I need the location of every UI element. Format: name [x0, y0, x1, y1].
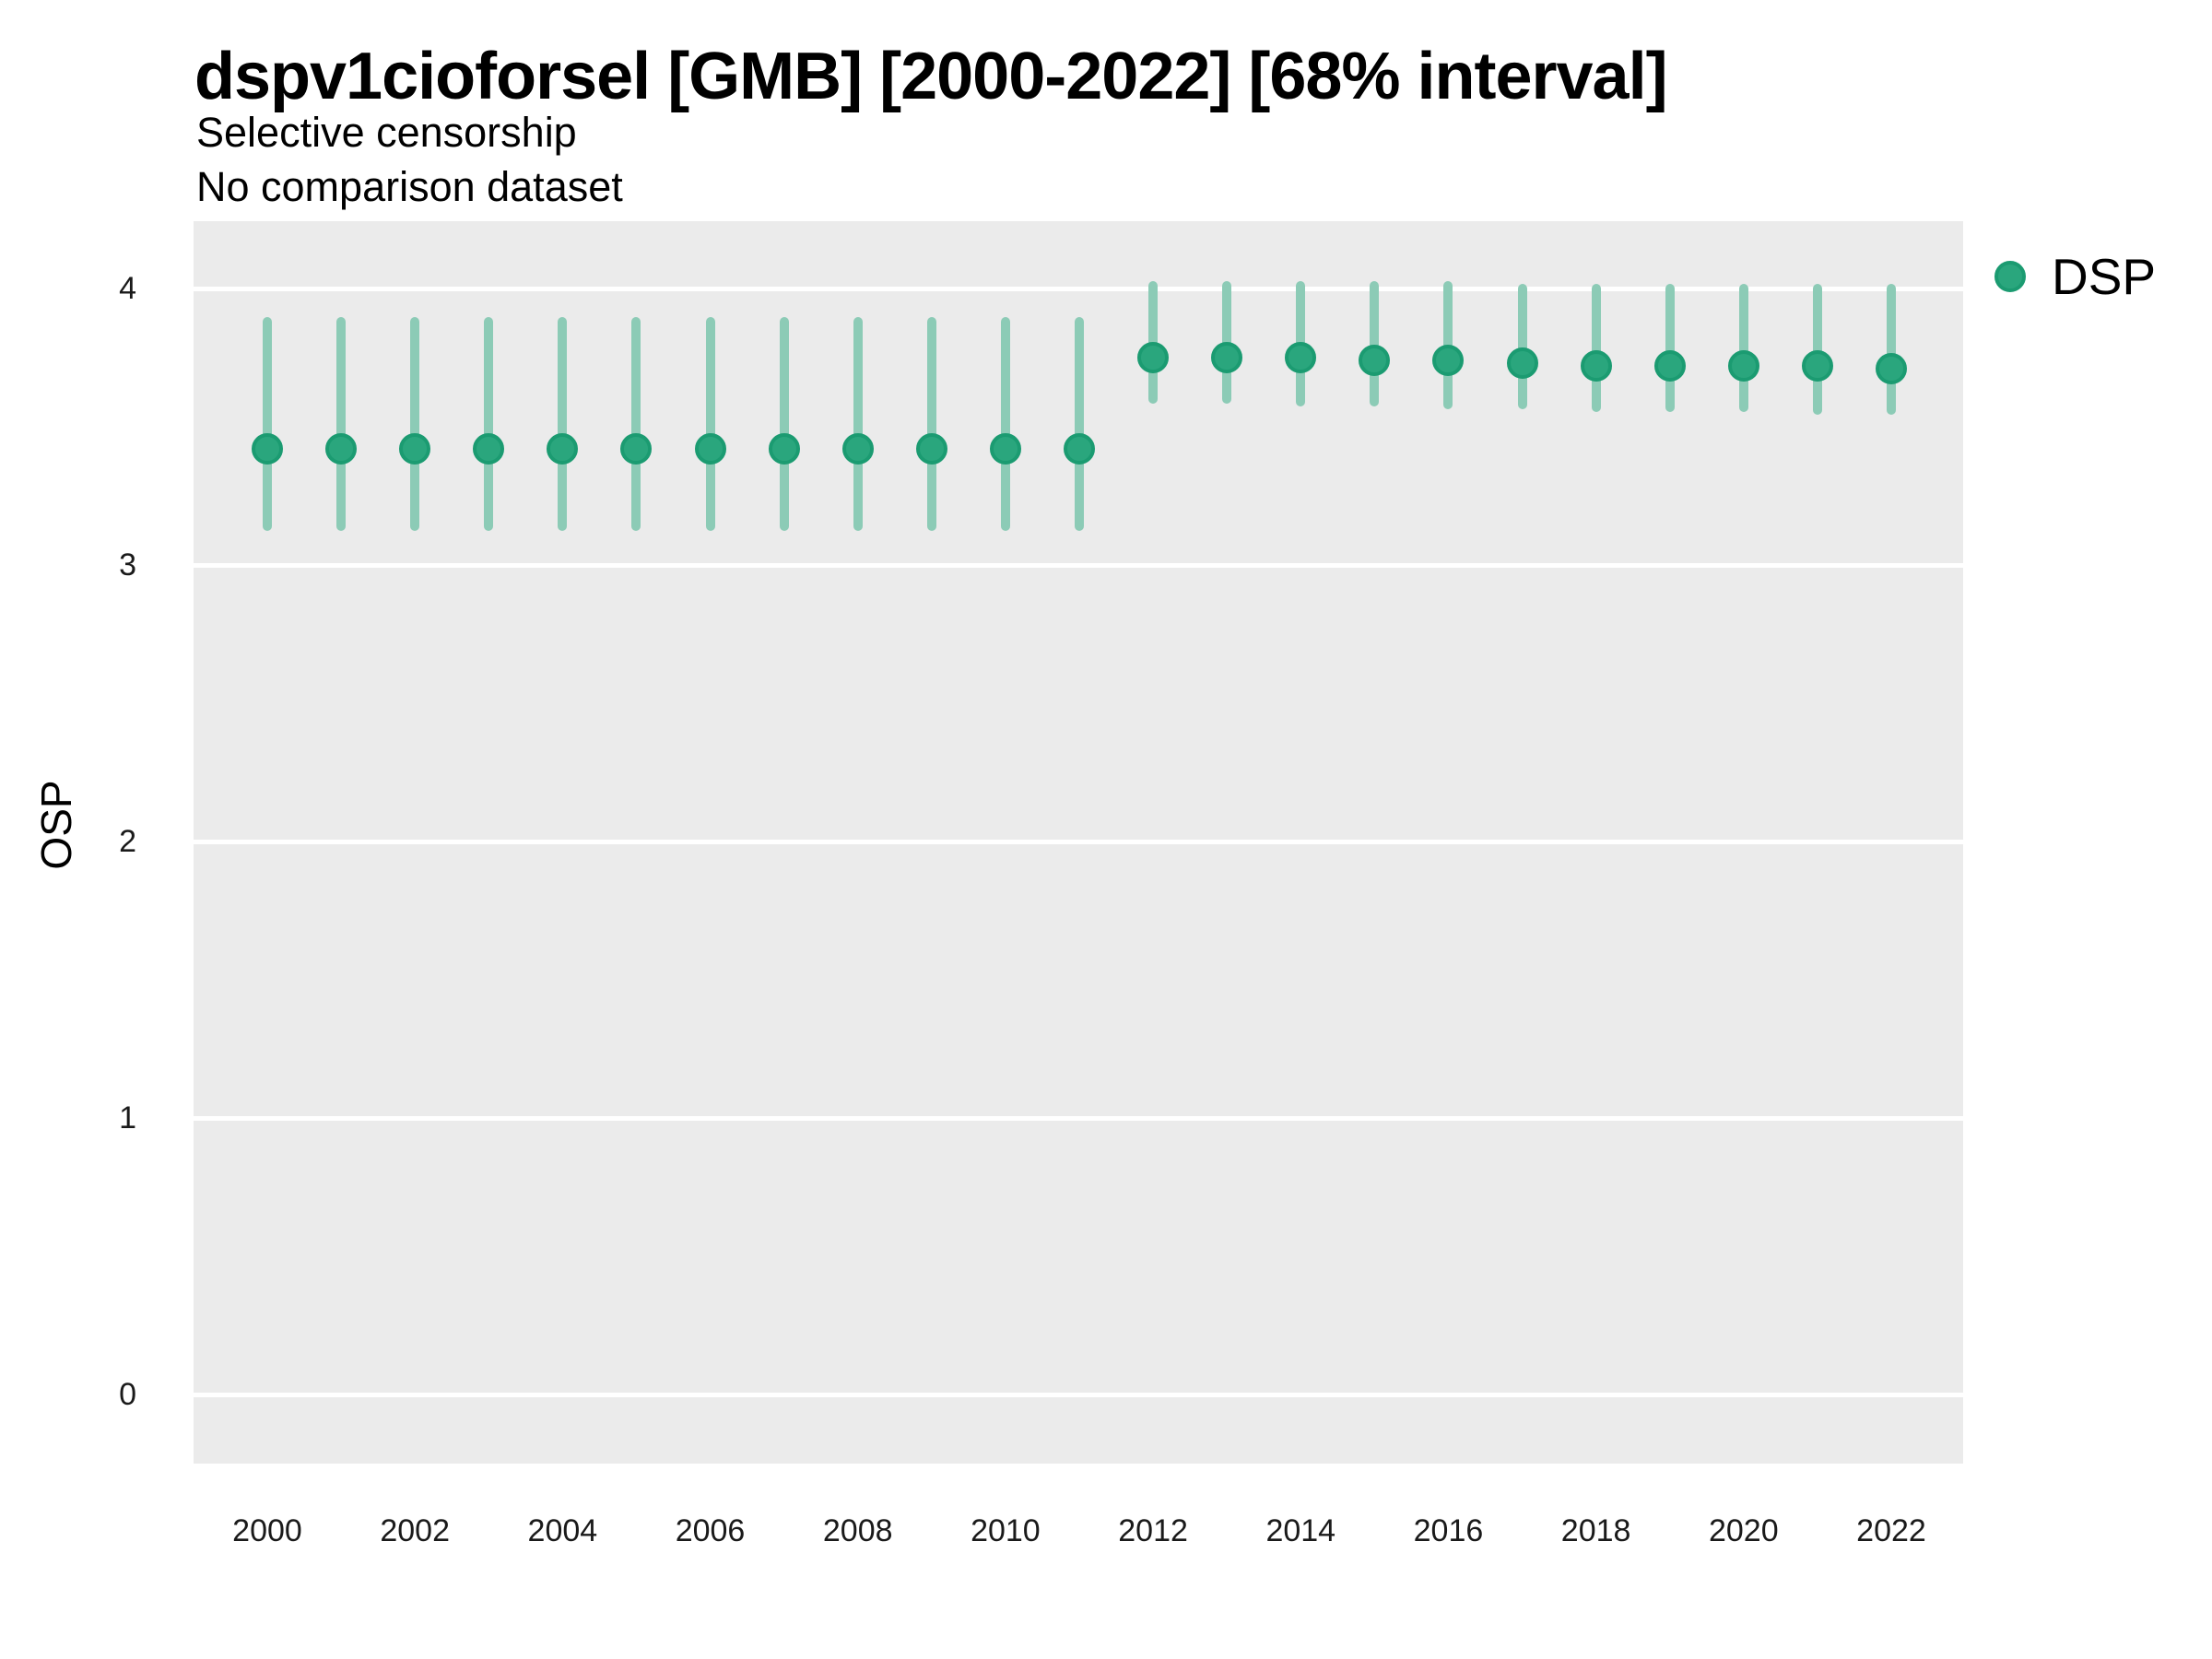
x-tick-label-2012: 2012 [1118, 1513, 1188, 1548]
point-2004 [547, 433, 579, 465]
interval-2006 [705, 317, 715, 531]
plot-panel [194, 221, 1963, 1464]
y-tick-label-4: 4 [119, 271, 136, 306]
y-tick-label-2: 2 [119, 824, 136, 859]
point-2013 [1211, 342, 1243, 373]
point-2014 [1285, 342, 1317, 373]
x-tick-label-2010: 2010 [971, 1513, 1041, 1548]
x-tick-label-2008: 2008 [822, 1513, 893, 1548]
gridline-y-2 [194, 839, 1963, 844]
point-2002 [399, 433, 431, 465]
interval-2004 [558, 317, 568, 531]
point-2006 [694, 433, 726, 465]
x-tick-label-2014: 2014 [1265, 1513, 1336, 1548]
gridline-y-4 [194, 286, 1963, 291]
interval-2005 [631, 317, 641, 531]
gridline-y-1 [194, 1115, 1963, 1121]
interval-2001 [336, 317, 347, 531]
x-tick-label-2022: 2022 [1856, 1513, 1926, 1548]
legend-label: DSP [2052, 248, 2157, 305]
point-2010 [989, 433, 1021, 465]
interval-2009 [926, 317, 936, 531]
x-tick-label-2020: 2020 [1708, 1513, 1779, 1548]
point-2016 [1432, 345, 1465, 376]
interval-2015 [1370, 281, 1380, 406]
point-2009 [915, 433, 947, 465]
point-2005 [620, 433, 653, 465]
chart-title: dspv1cioforsel [GMB] [2000-2022] [68% in… [194, 40, 1668, 113]
chart-subtitle-line1: Selective censorship [196, 109, 577, 156]
interval-2008 [853, 317, 863, 531]
point-2018 [1580, 350, 1612, 382]
chart-subtitle-line2: No comparison dataset [196, 163, 623, 210]
interval-2007 [779, 317, 789, 531]
x-tick-label-2016: 2016 [1413, 1513, 1484, 1548]
legend-point-icon [1994, 261, 2026, 292]
point-2017 [1506, 347, 1538, 379]
interval-2003 [484, 317, 494, 531]
x-tick-label-2004: 2004 [527, 1513, 598, 1548]
interval-2021 [1812, 284, 1822, 415]
interval-2011 [1075, 317, 1084, 531]
x-tick-label-2018: 2018 [1560, 1513, 1631, 1548]
gridline-y-3 [194, 562, 1963, 568]
point-2007 [768, 433, 800, 465]
interval-2017 [1517, 284, 1527, 409]
y-tick-label-0: 0 [119, 1377, 136, 1412]
point-2015 [1359, 345, 1391, 376]
point-2021 [1801, 350, 1833, 382]
point-2011 [1064, 433, 1095, 465]
interval-2019 [1665, 284, 1675, 412]
point-2022 [1876, 353, 1907, 384]
point-2019 [1653, 350, 1686, 382]
point-2001 [325, 433, 358, 465]
interval-2010 [1000, 317, 1010, 531]
point-2012 [1137, 342, 1170, 373]
x-tick-label-2002: 2002 [380, 1513, 450, 1548]
point-2008 [841, 433, 874, 465]
point-2020 [1727, 350, 1759, 382]
y-tick-label-3: 3 [119, 547, 136, 582]
point-2003 [473, 433, 505, 465]
gridline-y-0 [194, 1392, 1963, 1397]
legend: DSP [1994, 248, 2157, 305]
x-tick-label-2000: 2000 [232, 1513, 302, 1548]
interval-2022 [1887, 284, 1896, 415]
y-tick-label-1: 1 [119, 1100, 136, 1135]
interval-2002 [410, 317, 420, 531]
interval-2000 [263, 317, 272, 531]
point-2000 [252, 433, 283, 465]
x-tick-label-2006: 2006 [675, 1513, 746, 1548]
interval-2020 [1738, 284, 1748, 412]
interval-2018 [1591, 284, 1601, 412]
